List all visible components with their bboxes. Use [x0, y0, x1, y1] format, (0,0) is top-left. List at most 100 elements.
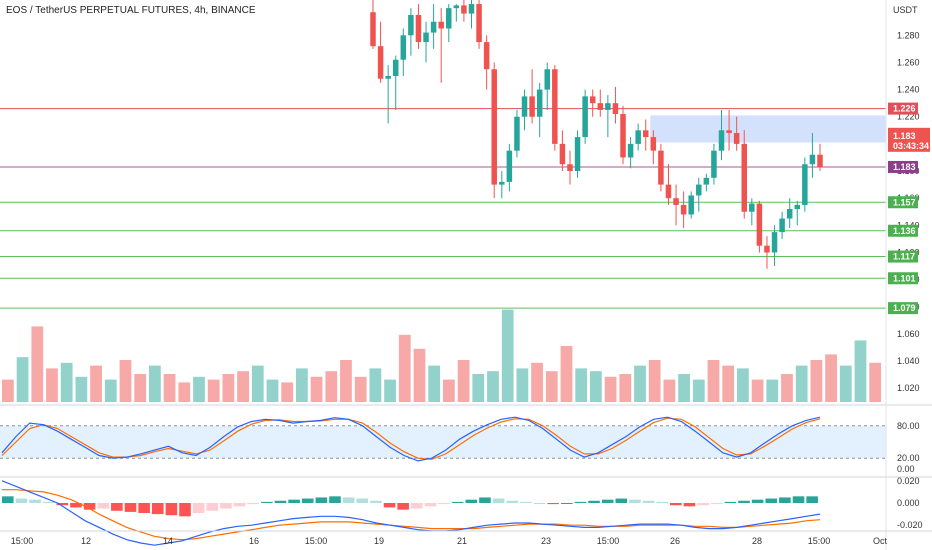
macd-histogram-bar: [29, 499, 41, 503]
level-badge-label: 1.157: [893, 197, 916, 207]
macd-histogram-bar: [342, 497, 355, 503]
macd-histogram-bar: [356, 498, 369, 503]
macd-histogram-bar: [465, 499, 478, 503]
volume-bar: [266, 379, 279, 402]
macd-tick-label: -0.020: [897, 520, 923, 530]
candle-body: [468, 4, 475, 14]
price-axis[interactable]: 1.2801.2601.2401.2201.2001.1801.1601.140…: [885, 0, 930, 550]
volume-bar: [751, 379, 764, 402]
volume-bar: [560, 346, 573, 402]
stoch-d-line: [1, 417, 821, 460]
volume-bar: [281, 382, 294, 402]
macd-histogram-bar: [206, 503, 219, 511]
volume-bar: [692, 379, 705, 402]
volume-bar: [707, 360, 720, 402]
candle-body: [627, 143, 634, 158]
macd-histogram-bar: [220, 503, 232, 509]
stoch-tick-label: 0.00: [897, 464, 915, 474]
macd-histogram-bar: [315, 497, 328, 503]
candle-body: [476, 4, 482, 43]
volume-bar: [501, 309, 514, 402]
volume-layer: [2, 309, 882, 402]
volume-bar: [119, 360, 132, 402]
time-tick-label: 26: [670, 536, 680, 546]
macd-histogram-bar: [670, 503, 682, 506]
price-tick-label: 1.260: [897, 57, 920, 67]
macd-histogram-bar: [697, 503, 709, 506]
macd-histogram-bar: [301, 498, 314, 503]
time-tick-label: 14: [163, 536, 173, 546]
macd-histogram-bar: [165, 503, 178, 516]
candle-body: [786, 209, 793, 219]
candle-body: [446, 8, 452, 29]
candle-body: [400, 35, 407, 60]
macd-histogram-bar: [233, 503, 246, 507]
macd-histogram-bar: [83, 503, 96, 510]
candle-body: [658, 150, 664, 185]
macd-histogram-bar: [492, 498, 505, 503]
current-price-badge: [888, 127, 930, 152]
volume-bar: [457, 360, 470, 402]
candle-body: [506, 150, 513, 182]
candle-body: [521, 96, 528, 117]
level-badge-label: 1.136: [893, 226, 916, 236]
macd-histogram-bar: [2, 496, 14, 503]
macd-signal-line: [2, 489, 821, 541]
chart-title: EOS / TetherUS PERPETUAL FUTURES, 4h, BI…: [6, 5, 256, 16]
time-axis[interactable]: 15:00 12 14 16 15:00 19 21 23 15:00 26 28 15:00 Oct: [0, 530, 932, 546]
volume-bar: [104, 379, 117, 402]
volume-bar: [384, 379, 396, 402]
candle-body: [612, 103, 619, 115]
level-badge: [888, 272, 918, 285]
candle-body: [718, 130, 725, 151]
currency-label: USDT: [893, 5, 918, 15]
macd-histogram-bar: [629, 499, 641, 503]
countdown-label: 03:43:34: [893, 141, 929, 151]
macd-histogram-bar: [411, 503, 423, 509]
volume-bar: [222, 374, 235, 402]
volume-bar: [531, 362, 543, 402]
macd-histogram-bar: [792, 496, 805, 503]
time-tick-label: 21: [457, 536, 467, 546]
volume-bar: [678, 374, 690, 402]
candle-body: [779, 218, 785, 233]
candle-body: [392, 59, 399, 77]
price-tick-label: 1.040: [897, 356, 920, 366]
horizontal-levels-layer[interactable]: [0, 108, 886, 309]
price-tick-label: 1.280: [897, 30, 920, 40]
supply-zone-layer: [650, 115, 886, 143]
volume-bar: [413, 348, 426, 402]
candle-body: [696, 184, 702, 196]
candle-body: [461, 5, 467, 14]
macd-histogram-bar: [70, 503, 82, 508]
volume-bar: [663, 379, 676, 402]
volume-bar: [90, 365, 102, 402]
candle-body: [726, 130, 732, 134]
volume-bar: [46, 368, 58, 402]
macd-histogram-bar: [192, 503, 205, 513]
candle-body: [385, 76, 391, 79]
candles-layer[interactable]: [370, 0, 823, 269]
time-tick-label: 12: [81, 536, 91, 546]
macd-tick-label: 0.020: [897, 476, 920, 486]
time-tick-label: 15:00: [305, 536, 328, 546]
volume-bar: [149, 365, 161, 402]
macd-histogram-bar: [138, 503, 150, 513]
macd-histogram-bar: [451, 501, 464, 503]
volume-bar: [237, 371, 249, 402]
macd-histogram-bar: [806, 496, 818, 503]
candle-body: [536, 89, 543, 117]
macd-histogram-bar: [247, 503, 259, 505]
candle-body: [817, 154, 823, 167]
macd-histogram-bar: [710, 503, 723, 505]
level-badge-label: 1.079: [893, 303, 916, 313]
candle-body: [809, 154, 816, 165]
macd-histogram-bar: [274, 500, 287, 503]
macd-tick-label: 0.000: [897, 498, 920, 508]
volume-bar: [16, 357, 29, 402]
candle-body: [415, 14, 422, 43]
time-tick-label: 15:00: [11, 536, 34, 546]
price-tick-label: 1.020: [897, 383, 920, 393]
candle-body: [559, 143, 566, 165]
